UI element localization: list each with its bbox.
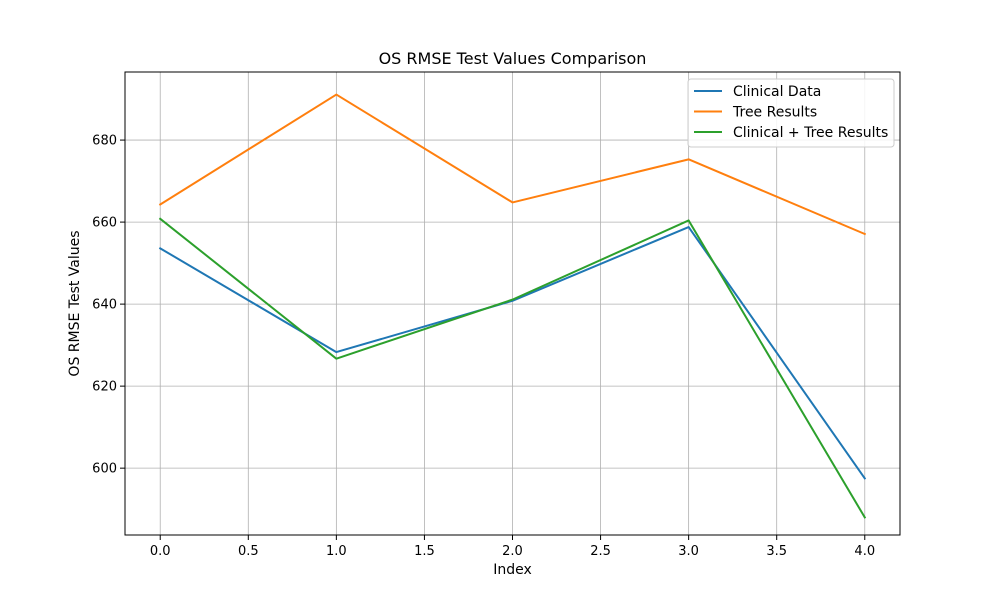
x-tick-label: 3.0 [678,544,699,559]
series-line-2 [158,93,867,236]
series-line-3 [158,217,867,519]
x-tick-label: 2.5 [590,544,611,559]
x-tick-label: 0.5 [238,544,259,559]
x-tick-label: 1.5 [414,544,435,559]
x-tick-label: 4.0 [854,544,875,559]
legend-label-2: Tree Results [732,105,817,121]
legend-box [687,78,895,148]
y-tick-label: 600 [92,462,117,477]
y-tick-label: 620 [92,380,117,395]
grid-lines [125,72,900,535]
legend-label-1: Clinical Data [733,84,821,100]
axis-ticks: 0.0 0.5 1.0 1.5 2.0 2.5 3.0 3.5 4.0 600 620 640 660 6… [92,134,875,559]
x-axis-label: Index [493,562,532,578]
x-tick-label: 2.0 [502,544,523,559]
y-tick-label: 680 [92,134,117,149]
legend-items: Clinical Data Tree Results Clinical + Tree… [694,84,888,141]
x-tick-label: 3.5 [766,544,787,559]
y-tick-label: 660 [92,216,117,231]
x-tick-label: 1.0 [326,544,347,559]
legend: Clinical Data Tree Results Clinical + Tree… [687,78,895,148]
series-line-1 [158,226,867,480]
series-lines [158,93,867,519]
chart-title: OS RMSE Test Values Comparison [379,49,647,68]
y-axis-label: OS RMSE Test Values [67,230,83,376]
x-tick-label: 0.0 [150,544,171,559]
legend-label-3: Clinical + Tree Results [733,125,888,141]
y-tick-label: 640 [92,298,117,313]
